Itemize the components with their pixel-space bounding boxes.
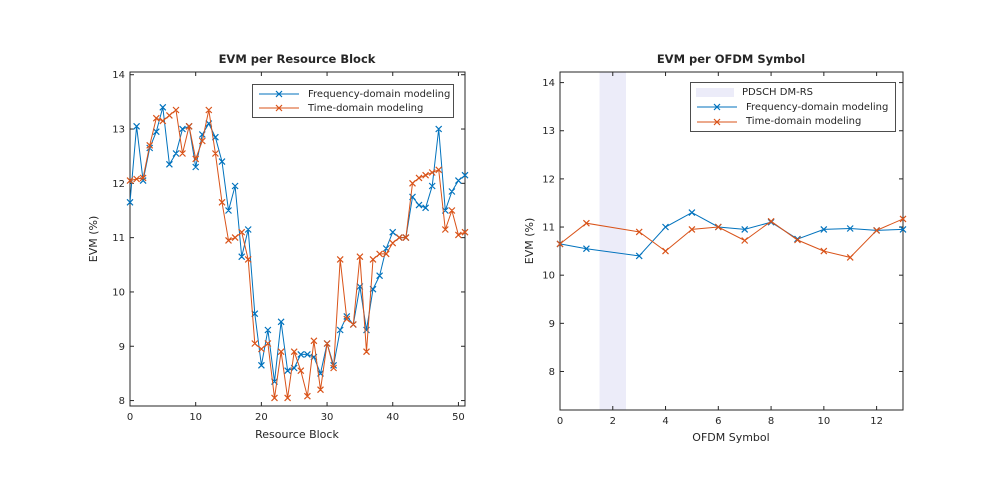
series-frequency-domain — [126, 103, 469, 386]
svg-text:11: 11 — [542, 223, 555, 234]
svg-text:0: 0 — [127, 412, 133, 423]
right-plot-xlabel: OFDM Symbol — [692, 431, 769, 444]
legend-label: Frequency-domain modeling — [308, 88, 451, 100]
series-time-domain — [556, 215, 907, 261]
legend-label: Time-domain modeling — [746, 116, 862, 128]
band-swatch-icon — [696, 87, 734, 97]
svg-text:6: 6 — [715, 416, 721, 427]
axes-border — [129, 71, 466, 407]
svg-text:9: 9 — [549, 319, 555, 330]
left-plot-ylabel: EVM (%) — [87, 216, 100, 263]
svg-text:12: 12 — [542, 174, 555, 185]
dmrs-band-region — [599, 72, 626, 410]
series-time-domain — [126, 106, 469, 402]
tick-labels: 0 10 20 30 40 50 8 9 10 11 12 13 14 — [112, 70, 465, 423]
svg-text:8: 8 — [768, 416, 774, 427]
svg-text:8: 8 — [549, 367, 555, 378]
svg-text:40: 40 — [386, 412, 399, 423]
axes-border — [559, 71, 904, 411]
svg-text:11: 11 — [112, 233, 125, 244]
legend-item-time-domain: Time-domain modeling — [258, 101, 447, 115]
svg-text:20: 20 — [255, 412, 268, 423]
svg-text:4: 4 — [662, 416, 668, 427]
svg-text:9: 9 — [119, 342, 125, 353]
right-plot-ylabel: EVM (%) — [523, 218, 536, 265]
plot-evm-per-ofdm-symbol: 0 2 4 6 8 10 12 8 9 10 11 12 13 14 — [542, 71, 907, 427]
tick-labels: 0 2 4 6 8 10 12 8 9 10 11 12 13 14 — [542, 78, 883, 427]
svg-text:8: 8 — [119, 396, 125, 407]
svg-text:0: 0 — [557, 416, 563, 427]
line-sample-icon — [259, 104, 299, 112]
svg-text:14: 14 — [542, 78, 555, 89]
svg-text:10: 10 — [112, 287, 125, 298]
axis-ticks — [129, 72, 465, 406]
svg-text:12: 12 — [112, 179, 125, 190]
line-sample-icon — [259, 90, 299, 98]
legend-item-frequency-domain: Frequency-domain modeling — [696, 100, 889, 115]
left-plot-title: EVM per Resource Block — [219, 52, 376, 66]
svg-text:50: 50 — [452, 412, 465, 423]
series-markers — [556, 215, 907, 261]
plot-evm-per-resource-block: 0 10 20 30 40 50 8 9 10 11 12 13 14 — [112, 70, 469, 423]
legend-item-frequency-domain: Frequency-domain modeling — [258, 87, 451, 101]
svg-text:12: 12 — [870, 416, 883, 427]
svg-text:10: 10 — [189, 412, 202, 423]
legend-label: Frequency-domain modeling — [746, 101, 889, 113]
svg-text:30: 30 — [321, 412, 334, 423]
svg-text:13: 13 — [542, 126, 555, 137]
series-markers — [126, 106, 469, 402]
legend-label: PDSCH DM-RS — [742, 86, 813, 98]
right-legend: PDSCH DM-RS Frequency-domain modeling Ti… — [690, 82, 896, 132]
legend-item-pdsch-dmrs: PDSCH DM-RS — [696, 85, 889, 100]
svg-text:2: 2 — [610, 416, 616, 427]
legend-item-time-domain: Time-domain modeling — [696, 114, 889, 129]
left-legend: Frequency-domain modeling Time-domain mo… — [252, 84, 454, 118]
svg-text:14: 14 — [112, 70, 125, 81]
left-plot-xlabel: Resource Block — [255, 428, 339, 441]
svg-text:10: 10 — [817, 416, 830, 427]
svg-text:13: 13 — [112, 125, 125, 136]
svg-text:10: 10 — [542, 271, 555, 282]
series-line — [129, 107, 466, 382]
right-plot-title: EVM per OFDM Symbol — [657, 52, 805, 66]
legend-label: Time-domain modeling — [308, 102, 424, 114]
line-sample-icon — [697, 103, 737, 111]
line-sample-icon — [697, 118, 737, 126]
series-line — [129, 109, 466, 398]
